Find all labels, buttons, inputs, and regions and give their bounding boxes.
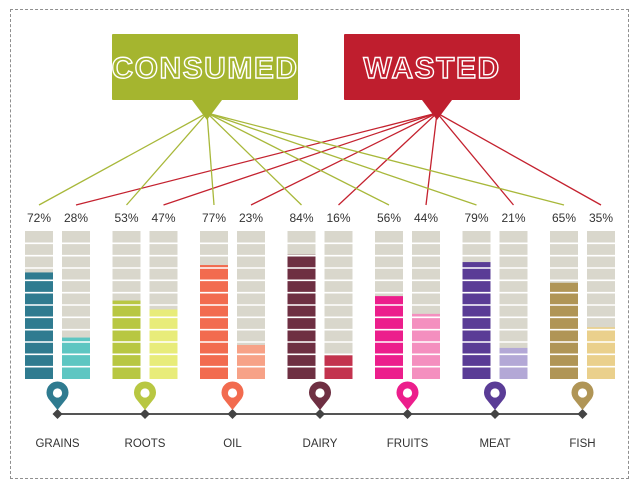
map-pin-icon <box>396 381 419 410</box>
consumed-bar-roots-label: 53% <box>114 211 138 225</box>
consumed-bar-meat-label: 79% <box>464 211 488 225</box>
wasted-bar-grains-fill <box>62 337 90 379</box>
consumed-bar-fish-fill <box>550 282 578 379</box>
wasted-bar-dairy: 16% <box>324 211 353 379</box>
consumed-bar-grains-label: 72% <box>27 211 51 225</box>
wasted-banner-label: WASTED <box>363 52 500 85</box>
wasted-bar-oil: 23% <box>237 211 265 379</box>
wasted-bar-meat-fill <box>499 347 528 379</box>
wasted-connector-oil <box>250 112 438 206</box>
category-label-oil: OIL <box>223 438 242 450</box>
wasted-connector-fish <box>436 112 602 206</box>
map-pin-icon <box>46 381 69 410</box>
wasted-bar-oil-label: 23% <box>239 211 263 225</box>
map-pin-icon <box>571 381 594 410</box>
category-label-grains: GRAINS <box>35 438 79 450</box>
consumed-connector-oil <box>206 112 215 206</box>
wasted-bar-fish-label: 35% <box>589 211 613 225</box>
category-label-meat: MEAT <box>479 438 510 450</box>
consumed-bar-oil-fill <box>200 265 228 379</box>
dashed-frame <box>10 9 629 479</box>
consumed-bar-dairy: 84% <box>287 211 316 379</box>
timeline-marker-oil <box>227 409 238 419</box>
wasted-bar-grains: 28% <box>62 211 90 379</box>
category-timeline: GRAINS ROOTS OIL DAIRY FRUITS MEAT FISH <box>35 381 596 450</box>
category-label-fruits: FRUITS <box>387 438 429 450</box>
consumed-bar-grains: 72% <box>25 211 53 379</box>
wasted-bar-meat-label: 21% <box>501 211 525 225</box>
consumed-bar-meat: 79% <box>462 211 491 379</box>
wasted-bar-roots-label: 47% <box>151 211 175 225</box>
consumed-bar-fruits-fill <box>375 296 403 379</box>
consumed-bar-meat-fill <box>462 262 491 379</box>
category-label-fish: FISH <box>569 438 595 450</box>
wasted-bar-grains-label: 28% <box>64 211 88 225</box>
consumed-connector-roots <box>126 112 208 206</box>
timeline-marker-dairy <box>315 409 325 419</box>
timeline-marker-roots <box>140 409 150 419</box>
consumed-bar-oil: 77% <box>200 211 228 379</box>
wasted-bar-oil-fill <box>237 344 265 379</box>
consumed-bar-fish-label: 65% <box>552 211 576 225</box>
timeline-marker-meat <box>490 409 500 419</box>
wasted-bar-meat: 21% <box>499 211 528 379</box>
consumed-connector-fish <box>206 112 565 206</box>
wasted-connector-roots <box>163 112 438 206</box>
consumed-bar-fish: 65% <box>550 211 578 379</box>
category-label-roots: ROOTS <box>125 438 166 450</box>
wasted-bar-fish-fill <box>587 327 615 379</box>
map-pin-icon <box>309 381 332 410</box>
wasted-bar-dairy-label: 16% <box>326 211 350 225</box>
map-pin-icon <box>483 381 506 410</box>
wasted-bar-fruits-fill <box>412 313 440 379</box>
consumed-bar-fruits: 56% <box>375 211 403 379</box>
consumed-connector-dairy <box>206 112 302 206</box>
wasted-bar-fish: 35% <box>587 211 615 379</box>
consumed-connector-meat <box>206 112 477 206</box>
consumed-bar-dairy-label: 84% <box>289 211 313 225</box>
map-pin-icon <box>133 381 156 410</box>
consumed-connector-grains <box>38 112 208 206</box>
consumed-bar-grains-fill <box>25 272 53 379</box>
wasted-banner: WASTED <box>344 34 520 120</box>
wasted-bar-fruits: 44% <box>412 211 440 379</box>
consumed-banner-label: CONSUMED <box>111 52 298 85</box>
consumed-bar-roots: 53% <box>112 211 141 379</box>
wasted-bar-roots-fill <box>149 309 178 379</box>
category-label-dairy: DAIRY <box>303 438 338 450</box>
bar-group: 72% 28% 53% 47% 77% 23% 84% 16% 56% 44% 79% 21% 65% 3… <box>25 211 615 379</box>
map-pin-icon <box>221 381 244 410</box>
wasted-connector-grains <box>75 112 438 206</box>
wasted-connector-meat <box>436 112 514 206</box>
wasted-bar-roots: 47% <box>149 211 178 379</box>
connector-lines <box>38 112 602 206</box>
consumed-bar-fruits-label: 56% <box>377 211 401 225</box>
timeline-marker-fruits <box>402 409 413 419</box>
consumed-bar-oil-label: 77% <box>202 211 226 225</box>
wasted-connector-fruits <box>425 112 438 206</box>
consumed-banner: CONSUMED <box>111 34 298 120</box>
consumed-connector-fruits <box>206 112 390 206</box>
timeline-marker-grains <box>52 409 63 419</box>
timeline-marker-fish <box>577 409 588 419</box>
wasted-bar-fruits-label: 44% <box>414 211 438 225</box>
